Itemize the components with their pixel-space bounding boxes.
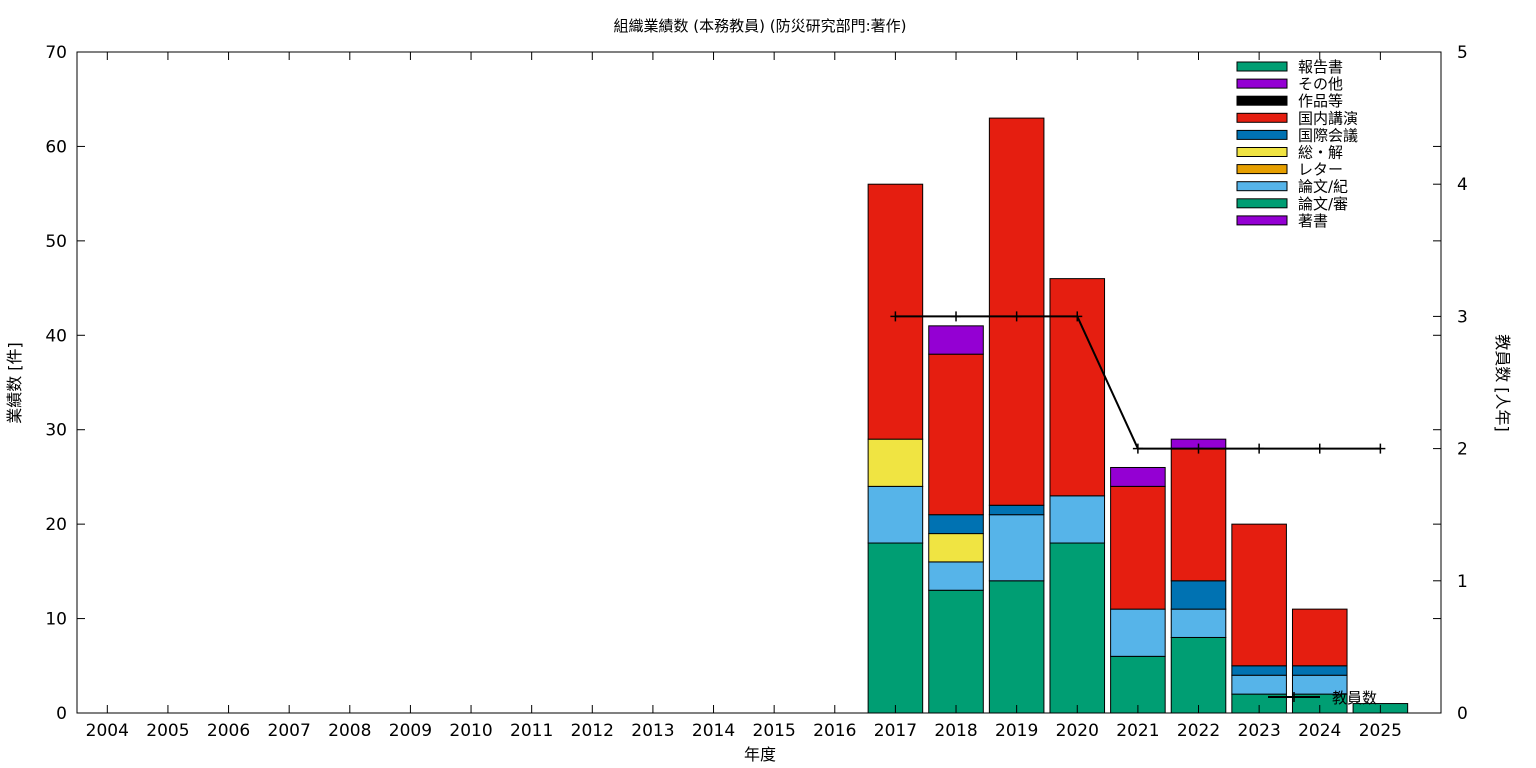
legend-swatch [1236, 215, 1288, 226]
legend-label: 総・解 [1298, 144, 1343, 162]
bar-segment [928, 325, 984, 355]
legend-swatch [1236, 112, 1288, 123]
y2-tick-label: 2 [1457, 440, 1468, 460]
y-tick-label: 10 [45, 610, 67, 630]
legend-label: 国際会議 [1298, 126, 1358, 144]
x-tick-label: 2021 [1116, 721, 1159, 741]
x-tick-label: 2005 [146, 721, 189, 741]
bar-segment [1231, 523, 1287, 667]
bar-segment [1049, 495, 1106, 544]
bar-segment [1049, 278, 1106, 497]
chart-title: 組織業績数 (本務教員) (防災研究部門:著作) [614, 17, 907, 35]
bar-segment [867, 542, 924, 714]
y-tick-label: 60 [45, 137, 67, 157]
y2-tick-label: 5 [1457, 43, 1468, 63]
faculty-count-line [890, 311, 1386, 454]
bar-segment [1110, 655, 1166, 714]
bar-segment [1231, 665, 1287, 676]
x-tick-label: 2004 [86, 721, 129, 741]
legend-label: その他 [1298, 75, 1343, 93]
legend-swatch [1236, 78, 1288, 89]
bar-segment [1170, 608, 1227, 638]
bar-segment [1110, 608, 1166, 657]
bar-segment [1170, 580, 1227, 610]
legend-label: 国内講演 [1298, 109, 1358, 127]
y-tick-label: 0 [56, 704, 67, 724]
bar-segment [1291, 665, 1348, 676]
x-tick-label: 2014 [692, 721, 735, 741]
bar-segment [1049, 542, 1106, 714]
x-tick-label: 2017 [874, 721, 917, 741]
bar-segment [928, 353, 984, 516]
y2-axis-label: 教員数 [人年] [1493, 334, 1512, 432]
bar-segment [928, 514, 984, 535]
legend-swatch [1236, 164, 1288, 175]
x-tick-label: 2007 [268, 721, 311, 741]
x-tick-label: 2006 [207, 721, 250, 741]
legend-swatch [1236, 95, 1288, 106]
y2-tick-label: 3 [1457, 307, 1468, 327]
legend-label: 論文/紀 [1298, 178, 1348, 196]
bar-segment [988, 580, 1045, 714]
y-tick-label: 70 [45, 43, 67, 63]
bar-segment [867, 438, 924, 487]
legend-swatch [1236, 61, 1288, 72]
legend-label: 報告書 [1298, 58, 1343, 76]
bar-segment [1110, 466, 1166, 487]
x-tick-label: 2022 [1177, 721, 1220, 741]
legend-label: 論文/審 [1298, 195, 1348, 213]
legend-line-label: 教員数 [1332, 689, 1377, 707]
x-tick-label: 2009 [389, 721, 432, 741]
y2-tick-label: 0 [1457, 704, 1468, 724]
x-tick-label: 2012 [571, 721, 614, 741]
x-tick-label: 2013 [631, 721, 674, 741]
x-tick-label: 2023 [1238, 721, 1281, 741]
x-tick-label: 2016 [813, 721, 856, 741]
x-tick-label: 2011 [510, 721, 553, 741]
bar-segment [928, 561, 984, 591]
x-tick-label: 2010 [449, 721, 492, 741]
x-tick-label: 2020 [1056, 721, 1099, 741]
plot-frame [76, 51, 1442, 714]
legend-swatch [1236, 147, 1288, 157]
bar-segment [867, 485, 924, 544]
x-axis-label: 年度 [744, 745, 776, 764]
bar-segment [1170, 448, 1227, 582]
y-tick-label: 30 [45, 421, 67, 441]
bar-segment [928, 589, 984, 714]
y-tick-label: 40 [45, 326, 67, 346]
x-tick-label: 2024 [1298, 721, 1341, 741]
bar-segment [1170, 636, 1227, 714]
x-tick-label: 2008 [328, 721, 371, 741]
bar-segment [988, 514, 1045, 582]
bar-segment [1110, 485, 1166, 610]
legend-swatch [1236, 181, 1288, 192]
x-tick-label: 2025 [1359, 721, 1402, 741]
legend-label: レター [1298, 161, 1343, 179]
y2-tick-label: 4 [1457, 175, 1468, 195]
bar-segment [928, 533, 984, 563]
bar-segment [988, 504, 1045, 516]
x-tick-label: 2015 [753, 721, 796, 741]
legend-swatch [1236, 198, 1288, 209]
legend-swatch [1236, 129, 1288, 140]
legend-label: 作品等 [1298, 92, 1343, 110]
y2-tick-label: 1 [1457, 572, 1468, 592]
bar-segment [1291, 608, 1348, 667]
bar-segment [1231, 674, 1287, 695]
x-tick-label: 2018 [934, 721, 977, 741]
axes: 0 10 20 30 40 50 60 70 0 1 2 3 4 5 2004 2005 2006 2007 200… [45, 43, 1467, 741]
y-tick-label: 20 [45, 515, 67, 535]
x-tick-label: 2019 [995, 721, 1038, 741]
y-axis-label: 業績数 [件] [5, 342, 24, 424]
y-tick-label: 50 [45, 232, 67, 252]
legend-label: 著書 [1298, 212, 1328, 230]
